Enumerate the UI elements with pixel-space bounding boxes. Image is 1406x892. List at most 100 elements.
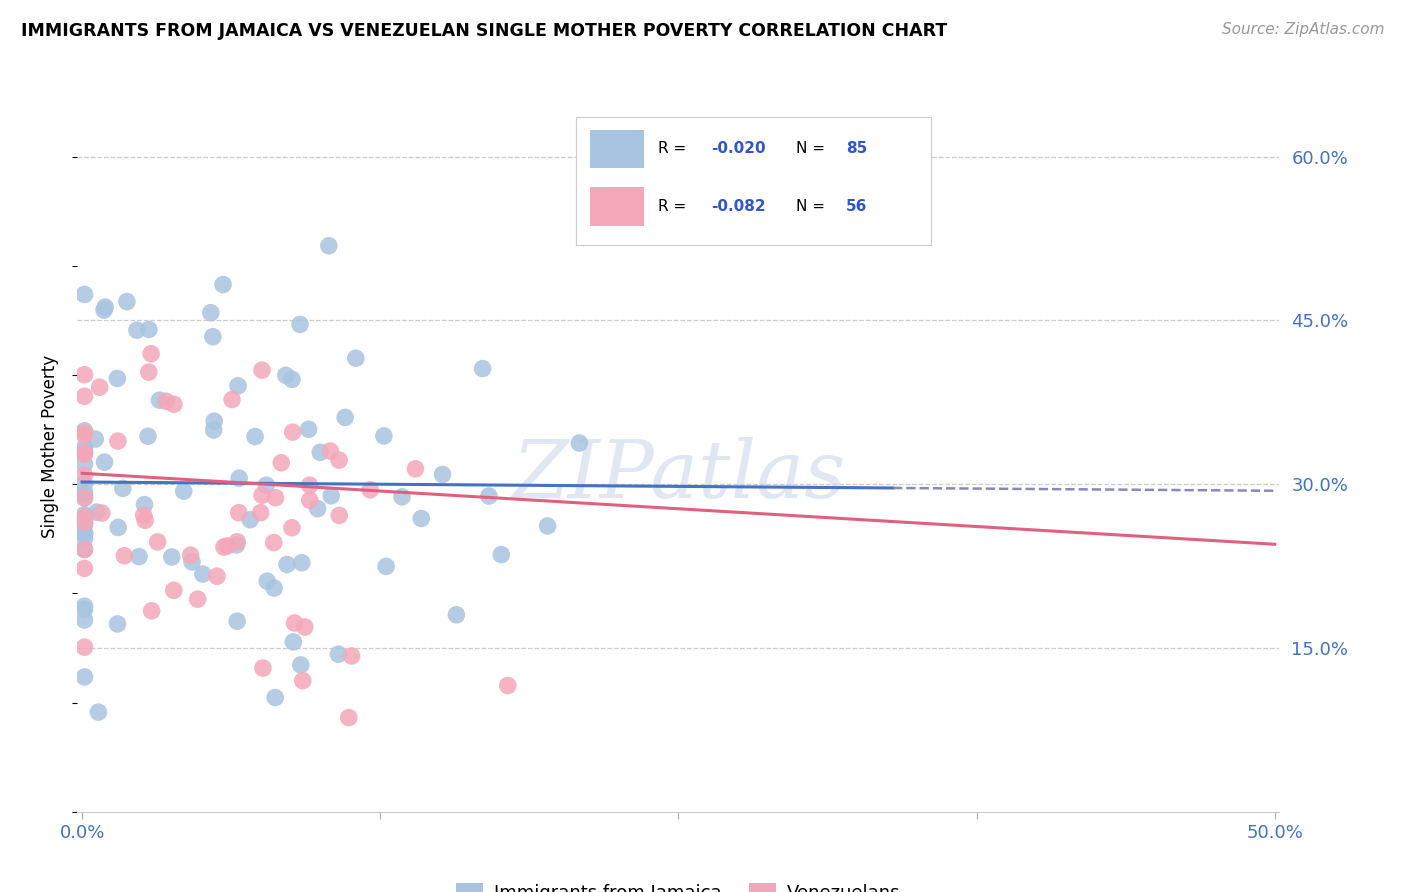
Point xyxy=(73,368,96,382)
Point xyxy=(139,347,162,361)
Point xyxy=(191,567,214,582)
Point xyxy=(404,462,426,476)
Point xyxy=(132,508,155,523)
Point xyxy=(90,506,112,520)
Point xyxy=(160,549,183,564)
Point xyxy=(107,617,129,632)
Point xyxy=(264,690,287,705)
Point xyxy=(471,361,494,376)
Point xyxy=(107,520,129,534)
Point xyxy=(187,592,209,607)
Point xyxy=(155,394,177,409)
Point xyxy=(141,604,163,618)
Point xyxy=(243,429,266,443)
Point xyxy=(73,542,96,557)
Point xyxy=(73,509,96,524)
Point xyxy=(93,455,115,469)
Point xyxy=(263,535,285,549)
Point xyxy=(73,446,96,460)
Point xyxy=(228,506,250,520)
Point xyxy=(391,490,413,504)
Point xyxy=(226,614,249,628)
Point xyxy=(73,485,96,500)
Point xyxy=(225,538,247,552)
Point xyxy=(73,444,96,458)
Point xyxy=(107,434,129,448)
Point xyxy=(276,558,298,572)
Point xyxy=(73,287,96,301)
Point xyxy=(73,457,96,471)
Point xyxy=(115,294,138,309)
Point xyxy=(217,539,239,553)
Point xyxy=(84,432,107,446)
Point xyxy=(496,679,519,693)
Point xyxy=(73,441,96,455)
Point xyxy=(112,549,135,563)
Point xyxy=(205,569,228,583)
Point xyxy=(298,493,321,508)
Point xyxy=(73,487,96,501)
Point xyxy=(138,322,160,336)
Point xyxy=(318,239,340,253)
Point xyxy=(73,508,96,522)
Point xyxy=(221,392,243,407)
Point xyxy=(73,447,96,461)
Point xyxy=(281,372,304,386)
Point xyxy=(328,453,350,467)
Point xyxy=(128,549,150,564)
Point xyxy=(298,478,321,492)
Point xyxy=(73,526,96,541)
Point xyxy=(73,491,96,505)
Point xyxy=(333,410,356,425)
Point xyxy=(180,548,202,562)
Point xyxy=(491,548,513,562)
Point xyxy=(250,488,273,502)
Point xyxy=(173,484,195,499)
Point xyxy=(340,648,363,663)
Point xyxy=(73,514,96,528)
Point xyxy=(73,476,96,491)
Point xyxy=(254,478,277,492)
Point xyxy=(328,508,350,523)
Point xyxy=(252,661,274,675)
Point xyxy=(375,559,398,574)
Text: IMMIGRANTS FROM JAMAICA VS VENEZUELAN SINGLE MOTHER POVERTY CORRELATION CHART: IMMIGRANTS FROM JAMAICA VS VENEZUELAN SI… xyxy=(21,22,948,40)
Point xyxy=(309,445,332,459)
Point xyxy=(73,599,96,614)
Point xyxy=(274,368,297,383)
Point xyxy=(163,397,186,411)
Point xyxy=(73,670,96,684)
Point xyxy=(568,436,591,450)
Point xyxy=(163,583,186,598)
Point xyxy=(73,532,96,546)
Point xyxy=(73,561,96,575)
Point xyxy=(281,521,304,535)
Point xyxy=(297,422,319,436)
Point xyxy=(181,555,204,569)
Point xyxy=(288,318,311,332)
Point xyxy=(321,489,343,503)
Point xyxy=(148,393,170,408)
Point xyxy=(134,513,156,527)
Point xyxy=(263,581,285,595)
Point xyxy=(73,525,96,540)
Point xyxy=(138,365,160,379)
Point xyxy=(202,423,225,437)
Point xyxy=(228,471,250,485)
Point xyxy=(337,711,360,725)
Point xyxy=(264,491,287,505)
Point xyxy=(136,429,159,443)
Point xyxy=(73,517,96,532)
Point xyxy=(111,481,134,495)
Point xyxy=(73,512,96,526)
Point xyxy=(94,300,117,314)
Point xyxy=(146,535,169,549)
Point xyxy=(73,516,96,530)
Point xyxy=(270,456,292,470)
Point xyxy=(250,363,273,377)
Point xyxy=(446,607,468,622)
Point xyxy=(89,380,111,394)
Point xyxy=(202,414,225,428)
Point xyxy=(212,277,235,292)
Point xyxy=(373,429,395,443)
